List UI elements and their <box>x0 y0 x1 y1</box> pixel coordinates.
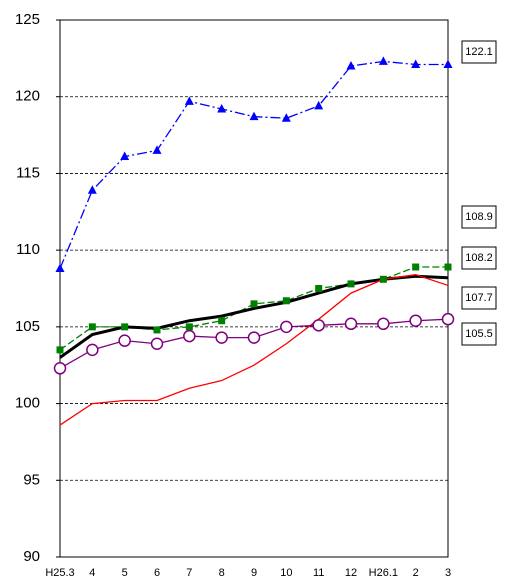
marker <box>443 59 453 68</box>
y-tick-label: 110 <box>16 241 40 258</box>
series-line <box>59 60 448 269</box>
marker <box>152 145 162 154</box>
x-tick-label: 4 <box>89 567 95 579</box>
y-tick-label: 125 <box>15 11 40 28</box>
x-tick-label: 5 <box>122 567 128 579</box>
x-tick-label: 12 <box>345 567 357 579</box>
y-tick-label: 120 <box>15 88 40 105</box>
marker <box>312 319 325 332</box>
marker <box>409 314 422 327</box>
end-label: 107.7 <box>465 292 493 304</box>
marker <box>249 111 259 121</box>
end-label-box <box>461 205 497 229</box>
marker <box>377 317 390 331</box>
marker <box>150 337 164 350</box>
x-tick-label: 7 <box>186 567 192 579</box>
marker <box>280 320 293 334</box>
y-tick-label: 90 <box>23 548 40 565</box>
x-tick-label: H26.1 <box>369 567 398 579</box>
marker <box>315 285 323 292</box>
marker <box>378 56 388 65</box>
marker <box>247 331 261 344</box>
x-tick-label: 9 <box>251 567 257 579</box>
marker <box>55 263 65 273</box>
end-label-box <box>461 40 497 64</box>
y-tick-label: 95 <box>23 471 40 488</box>
end-label: 122.1 <box>465 46 493 58</box>
marker <box>344 317 358 331</box>
marker <box>346 61 356 70</box>
end-label: 105.5 <box>465 328 493 340</box>
x-tick-label: 8 <box>219 567 225 579</box>
marker <box>185 323 193 331</box>
x-tick-label: 10 <box>280 567 292 579</box>
end-label: 108.9 <box>465 211 493 223</box>
series-line <box>59 274 449 426</box>
marker <box>183 329 196 343</box>
end-label: 108.2 <box>465 252 493 264</box>
end-label-box <box>461 322 497 346</box>
marker <box>444 263 452 271</box>
marker <box>53 362 67 375</box>
marker <box>347 280 355 288</box>
marker <box>441 312 455 326</box>
marker <box>153 326 161 334</box>
marker <box>87 185 97 194</box>
x-tick-label: 6 <box>154 567 160 579</box>
marker <box>412 263 420 271</box>
marker <box>118 334 131 347</box>
y-tick-label: 100 <box>15 395 40 412</box>
marker <box>121 323 129 331</box>
marker <box>282 297 290 305</box>
marker <box>56 346 64 354</box>
marker <box>86 343 99 357</box>
x-tick-label: 3 <box>445 567 451 579</box>
x-tick-label: H25.3 <box>45 567 74 579</box>
marker <box>218 317 226 325</box>
y-tick-label: 105 <box>15 318 40 335</box>
series-line <box>59 274 449 359</box>
marker <box>314 100 324 110</box>
x-tick-label: 2 <box>413 567 419 579</box>
marker <box>88 323 96 331</box>
marker <box>184 96 194 105</box>
marker <box>411 59 421 68</box>
marker <box>281 113 291 122</box>
y-tick-label: 115 <box>16 164 40 181</box>
marker <box>215 331 228 344</box>
marker <box>217 103 227 113</box>
marker <box>250 300 258 308</box>
marker <box>379 275 387 283</box>
end-label-box <box>461 246 497 270</box>
plot-frame <box>59 19 449 558</box>
marker <box>120 151 130 161</box>
end-label-box <box>461 286 497 310</box>
x-tick-label: 11 <box>313 567 324 579</box>
